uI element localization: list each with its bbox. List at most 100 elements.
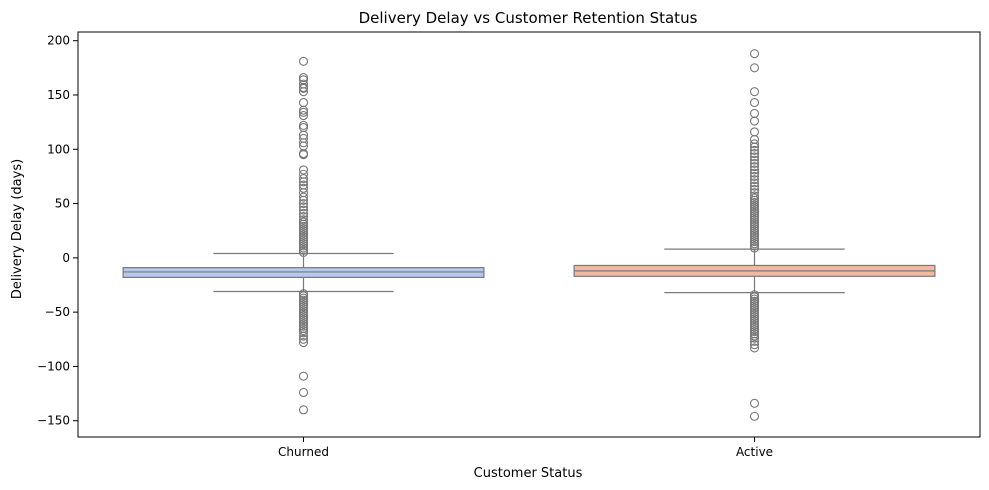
outlier-point [298, 228, 309, 238]
outlier-point [749, 213, 760, 223]
outlier-point [749, 200, 760, 210]
outlier-point [298, 310, 309, 320]
outlier-point [298, 293, 309, 303]
outlier-point [298, 73, 309, 83]
outlier-point [298, 241, 309, 251]
outlier-point [298, 295, 309, 305]
x-tick-label: Active [736, 445, 773, 459]
outlier-point [749, 165, 760, 175]
outlier-point [749, 398, 760, 408]
outlier-point [298, 223, 309, 234]
outlier-point [298, 237, 309, 247]
y-tick-label: −50 [45, 305, 70, 319]
outlier-point [749, 178, 760, 188]
outlier-point [298, 165, 309, 175]
outlier-point [298, 331, 309, 341]
outlier-point [749, 175, 760, 185]
outlier-point [298, 56, 309, 66]
chart-title: Delivery Delay vs Customer Retention Sta… [359, 9, 698, 27]
outlier-point [749, 221, 760, 231]
outlier-point [749, 87, 760, 97]
outlier-point [298, 133, 309, 143]
outlier-point [749, 181, 760, 191]
outlier-point [298, 247, 309, 257]
outlier-point [749, 290, 760, 300]
outlier-point [298, 313, 309, 323]
outlier-point [749, 303, 760, 313]
outlier-point [298, 120, 309, 130]
box-group-active [573, 49, 936, 421]
outlier-point [298, 405, 309, 415]
outlier-point [298, 321, 309, 331]
y-tick-label: 0 [62, 251, 70, 265]
outlier-point [749, 296, 760, 306]
outlier-point [749, 158, 760, 168]
outlier-point [749, 316, 760, 326]
outlier-point [749, 234, 760, 244]
outlier-point [749, 155, 760, 165]
outlier-point [298, 230, 309, 240]
outlier-point [749, 228, 760, 238]
outlier-point [298, 111, 309, 121]
outlier-point [749, 311, 760, 322]
plot-frame [77, 31, 981, 438]
outlier-point [298, 299, 309, 310]
outlier-point [749, 223, 760, 234]
outlier-point [298, 208, 309, 218]
outlier-point [298, 243, 309, 253]
outlier-point [298, 192, 309, 202]
outlier-point [749, 191, 760, 201]
outlier-point [749, 333, 760, 343]
outlier-point [749, 204, 760, 214]
outlier-point [298, 215, 309, 225]
outlier-point [749, 298, 760, 308]
outlier-point [298, 234, 309, 244]
outlier-point [749, 237, 760, 247]
outlier-point [298, 317, 309, 327]
outlier-point [749, 327, 760, 337]
outlier-point [749, 197, 760, 208]
outlier-point [749, 215, 760, 225]
outlier-point [749, 314, 760, 324]
outlier-point [749, 206, 760, 216]
outlier-point [749, 318, 760, 328]
outlier-point [298, 334, 309, 344]
outlier-point [749, 241, 760, 251]
outlier-point [298, 328, 309, 338]
y-tick-label: 50 [55, 197, 70, 211]
outlier-point [749, 162, 760, 172]
outlier-point [749, 301, 760, 311]
outlier-point [298, 226, 309, 236]
outlier-point [298, 306, 309, 316]
outlier-point [749, 145, 760, 155]
box-group-churned [122, 56, 485, 415]
y-tick-label: −100 [37, 359, 70, 373]
outlier-point [749, 305, 760, 315]
x-axis-label: Customer Status [474, 466, 583, 481]
outlier-point [749, 331, 760, 341]
plot-area: 200 150 100 50 0 −50 −100 −150 Churned Active [37, 31, 981, 459]
outlier-point [298, 308, 309, 318]
outlier-point [298, 169, 309, 179]
outlier-point [298, 232, 309, 242]
outlier-point [749, 171, 760, 181]
outlier-point [298, 315, 309, 325]
outlier-point [749, 184, 760, 194]
outlier-point [298, 174, 309, 184]
outlier-point [298, 183, 309, 193]
outlier-point [749, 152, 760, 162]
outlier-point [749, 98, 760, 108]
outlier-point [298, 107, 309, 117]
y-tick-label: 100 [47, 142, 70, 156]
outlier-point [749, 230, 760, 240]
y-tick-label: 200 [47, 34, 70, 48]
outlier-point [298, 326, 309, 336]
x-tick-label: Churned [278, 445, 329, 459]
outlier-point [298, 297, 309, 307]
outlier-point [749, 340, 760, 350]
outlier-point [749, 202, 760, 212]
outlier-point [749, 243, 760, 253]
y-tick-label: −150 [37, 414, 70, 428]
outlier-point [298, 212, 309, 222]
outlier-point [749, 232, 760, 242]
